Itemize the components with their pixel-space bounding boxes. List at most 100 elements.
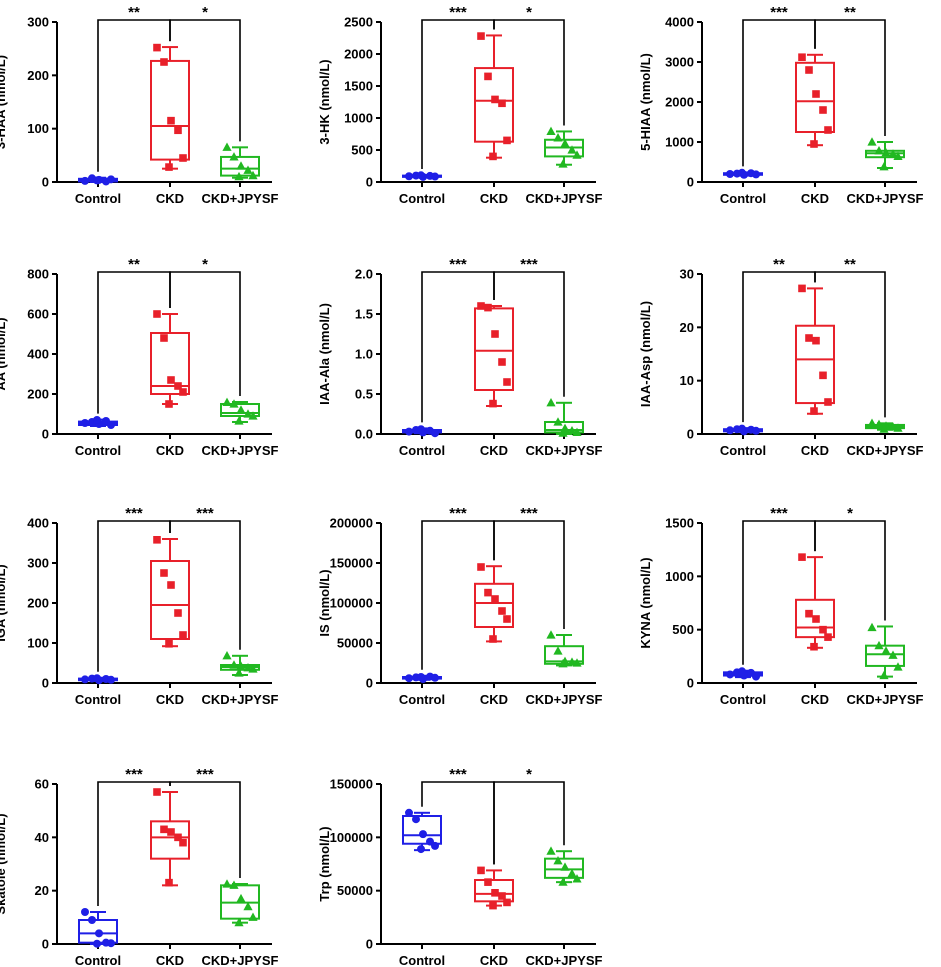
y-tick-label: 1.5 xyxy=(355,307,373,322)
significance-bracket xyxy=(421,271,495,423)
box-iqr xyxy=(402,815,442,845)
y-tick-label: 10 xyxy=(680,373,694,388)
data-point-triangle xyxy=(236,161,246,170)
y-tick-label: 1000 xyxy=(665,135,694,150)
box-ckd xyxy=(474,32,514,161)
data-point-circle xyxy=(81,908,89,916)
data-point-triangle xyxy=(558,159,568,168)
data-point-triangle xyxy=(546,126,556,136)
data-point-triangle xyxy=(893,423,903,432)
significance-label: *** xyxy=(449,256,467,273)
box-ckd xyxy=(795,53,835,148)
data-point-square xyxy=(819,625,827,634)
data-point-triangle xyxy=(567,868,577,878)
significance-bracket xyxy=(493,271,565,397)
data-point-square xyxy=(179,838,187,847)
data-point-triangle xyxy=(558,877,568,886)
box-iqr xyxy=(795,324,835,405)
x-category-label: CKD+JPYSF xyxy=(526,953,603,967)
y-tick-label: 2500 xyxy=(344,15,373,30)
y-axis-title: AA (nmol/L) xyxy=(0,317,8,390)
y-tick-label: 0.0 xyxy=(355,427,373,442)
box-iqr xyxy=(795,61,835,133)
data-point-square xyxy=(491,595,499,603)
data-point-square xyxy=(498,358,506,366)
y-tick-label: 800 xyxy=(27,267,49,282)
data-point-triangle xyxy=(236,893,246,903)
y-tick-label: 200 xyxy=(27,596,49,611)
x-category-label: Control xyxy=(720,692,766,707)
y-tick-label: 50000 xyxy=(337,636,373,651)
significance-bracket xyxy=(493,520,565,629)
box-ckd-jpysf xyxy=(220,651,260,677)
data-point-square xyxy=(165,400,173,408)
data-point-triangle xyxy=(572,874,582,883)
chart-panel-5: 0.0 0.5 1.0 1.5 2.0 IAA-Ala (nmol/L) Control CK… xyxy=(317,256,603,458)
box-ckd xyxy=(795,284,835,415)
significance-label: *** xyxy=(449,766,467,783)
y-axis-title: IAA-Asp (nmol/L) xyxy=(638,301,653,407)
data-point-triangle xyxy=(553,856,563,865)
x-category-label: CKD+JPYSF xyxy=(526,692,603,707)
y-tick-label: 2.0 xyxy=(355,267,373,282)
data-point-triangle xyxy=(243,901,253,911)
data-point-square xyxy=(174,609,182,617)
box-iqr xyxy=(150,820,190,860)
y-tick-label: 50000 xyxy=(337,883,373,898)
data-point-square xyxy=(503,136,511,145)
data-point-square xyxy=(153,788,161,796)
data-point-triangle xyxy=(567,145,577,154)
data-point-circle xyxy=(726,426,734,435)
data-point-triangle xyxy=(874,419,884,428)
y-tick-label: 0 xyxy=(687,427,694,442)
data-point-circle xyxy=(81,419,89,427)
data-point-triangle xyxy=(553,417,563,426)
data-point-square xyxy=(153,536,161,544)
x-category-label: Control xyxy=(399,692,445,707)
significance-bracket xyxy=(493,781,565,865)
data-point-circle xyxy=(726,170,734,178)
data-point-circle xyxy=(81,675,89,684)
data-point-triangle xyxy=(572,150,582,159)
chart-panel-8: 0 50000 100000 150000 200000 IS (nmol/L) Contr… xyxy=(317,505,603,707)
box-ckd xyxy=(474,563,514,643)
significance-bracket xyxy=(814,271,886,418)
significance-label: ** xyxy=(128,256,140,273)
x-category-label: Control xyxy=(399,953,445,967)
y-axis-title: 5-HIAA (nmol/L) xyxy=(638,53,653,151)
box-iqr xyxy=(474,582,514,628)
data-point-square xyxy=(491,889,499,897)
data-point-square xyxy=(484,303,492,312)
box-iqr xyxy=(865,644,905,667)
data-point-triangle xyxy=(236,661,246,670)
data-point-circle xyxy=(88,916,96,924)
significance-label: *** xyxy=(770,4,788,21)
data-point-circle xyxy=(93,176,101,185)
data-point-triangle xyxy=(567,426,577,435)
box-ckd-jpysf xyxy=(865,418,905,433)
box-ckd xyxy=(150,788,190,887)
data-point-square xyxy=(503,378,511,386)
data-point-triangle xyxy=(248,411,258,420)
significance-bracket xyxy=(493,19,565,126)
data-point-square xyxy=(498,892,506,900)
y-tick-label: 400 xyxy=(27,347,49,362)
data-point-triangle xyxy=(243,409,253,418)
data-point-circle xyxy=(417,171,425,180)
data-point-square xyxy=(477,563,485,571)
box-iqr xyxy=(544,857,584,879)
box-ckd-jpysf xyxy=(544,630,584,668)
data-point-triangle xyxy=(558,659,568,668)
data-point-circle xyxy=(738,168,746,177)
data-point-triangle xyxy=(560,138,570,148)
y-tick-label: 0 xyxy=(42,427,49,442)
significance-label: *** xyxy=(770,505,788,522)
y-tick-label: 100 xyxy=(27,636,49,651)
significance-label: *** xyxy=(196,505,214,522)
data-point-circle xyxy=(107,421,115,429)
data-point-circle xyxy=(738,667,746,676)
significance-label: *** xyxy=(449,4,467,21)
data-point-square xyxy=(810,642,818,651)
y-tick-label: 0 xyxy=(366,937,373,952)
significance-bracket xyxy=(97,271,171,414)
